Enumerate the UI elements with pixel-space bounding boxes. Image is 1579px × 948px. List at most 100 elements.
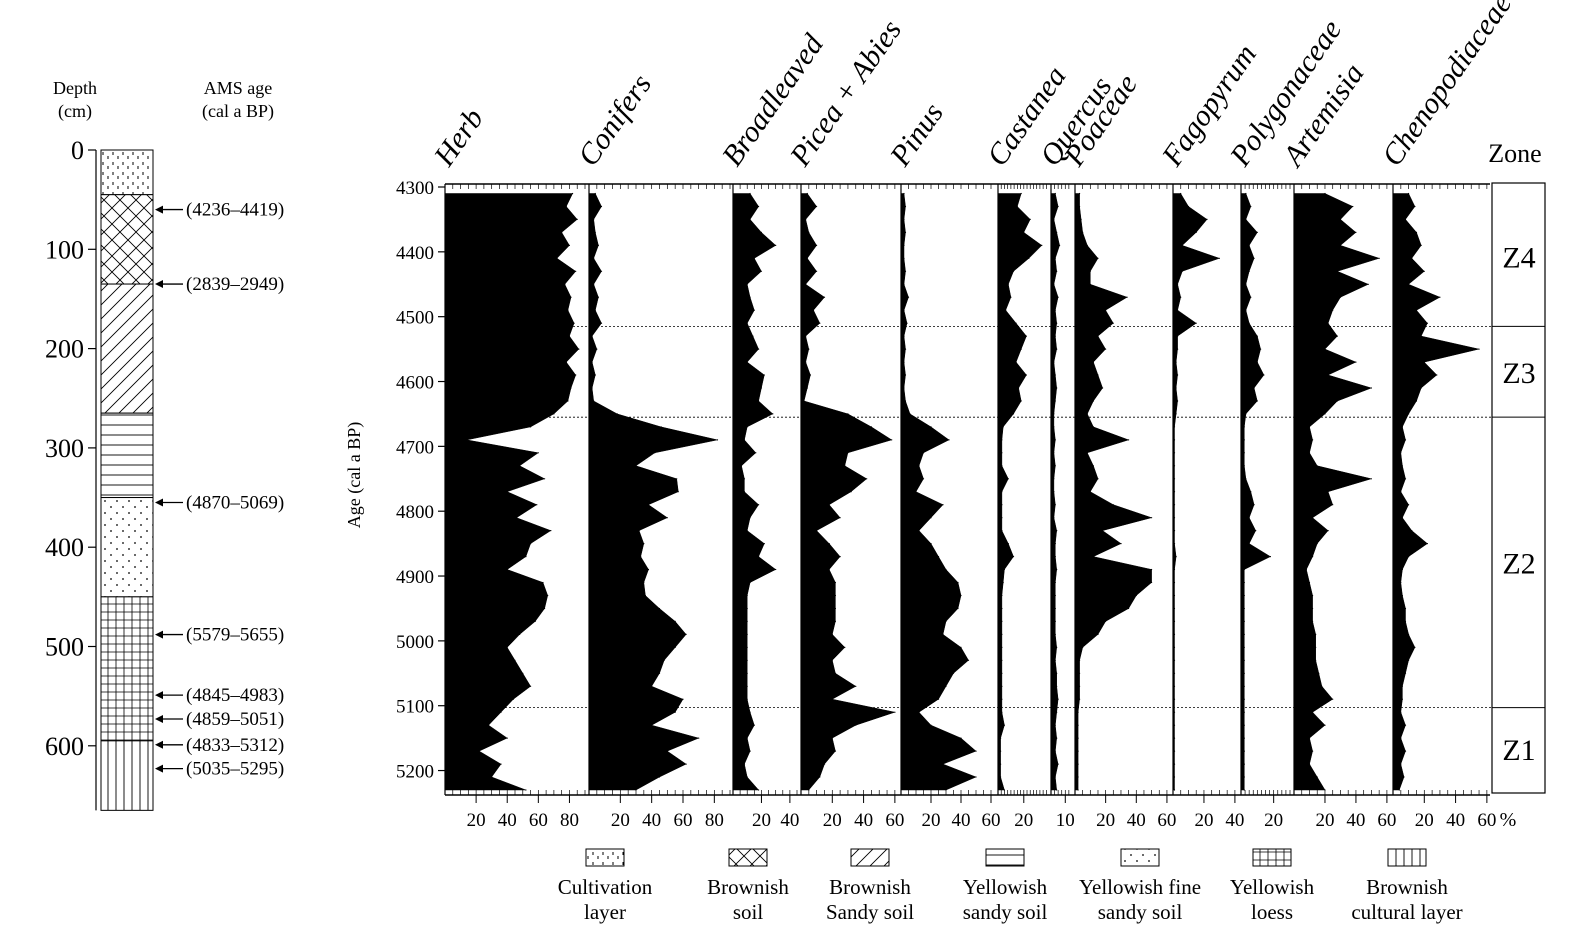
data-point: [1001, 633, 1003, 636]
data-point: [593, 218, 595, 220]
data-point: [809, 374, 812, 376]
data-point: [957, 581, 959, 584]
data-point: [530, 543, 532, 545]
data-point: [749, 192, 751, 195]
data-point: [1112, 504, 1114, 506]
data-point: [1400, 491, 1402, 493]
data-point: [1415, 400, 1418, 402]
data-point: [903, 361, 905, 363]
data-point: [466, 439, 468, 441]
data-point: [1001, 711, 1003, 713]
data-point: [1245, 413, 1247, 415]
ams-age-label: AMS age: [204, 78, 273, 98]
data-point: [903, 387, 905, 389]
data-point: [1053, 452, 1055, 454]
x-tick-label: 20: [823, 810, 842, 831]
data-point: [948, 439, 950, 441]
data-point: [1404, 607, 1407, 610]
data-point: [1177, 348, 1179, 350]
data-point: [749, 296, 751, 298]
data-point: [572, 192, 574, 195]
data-point: [828, 543, 830, 545]
data-point: [1414, 205, 1416, 208]
data-point: [903, 192, 905, 195]
data-point: [1426, 543, 1428, 545]
data-point: [1089, 491, 1091, 493]
data-point: [685, 763, 687, 765]
data-point: [1003, 724, 1006, 726]
data-point: [1308, 426, 1311, 428]
data-point: [1248, 270, 1250, 272]
data-point: [894, 711, 896, 713]
legend-label-line2: sandy soil: [963, 900, 1048, 924]
data-point: [1173, 724, 1176, 726]
data-point: [805, 218, 807, 220]
data-point: [1082, 231, 1084, 233]
panel-herb: 20 40 60 80 Herb: [427, 103, 586, 831]
data-point: [915, 491, 917, 493]
data-point: [844, 465, 846, 467]
data-point: [1053, 361, 1055, 363]
data-point: [525, 556, 527, 558]
data-point: [1400, 737, 1402, 739]
data-point: [1260, 348, 1262, 350]
data-point: [530, 685, 532, 687]
data-point: [1243, 776, 1245, 778]
zone-label: Z3: [1502, 357, 1535, 390]
data-point: [746, 426, 748, 428]
data-point: [1001, 491, 1003, 493]
data-point: [663, 659, 665, 661]
data-point: [658, 607, 661, 610]
x-tick-label: 20: [1194, 810, 1213, 831]
data-point: [1339, 296, 1342, 298]
data-point: [674, 646, 676, 649]
data-point: [967, 659, 970, 661]
data-point: [1056, 387, 1058, 389]
date-label: (4845–4983): [186, 685, 284, 706]
data-point: [1245, 478, 1247, 480]
data-point: [746, 322, 748, 324]
data-point: [1126, 296, 1128, 298]
data-point: [1206, 218, 1208, 220]
data-point: [516, 517, 518, 519]
age-tick-label: 5200: [396, 762, 434, 783]
data-point: [1339, 218, 1342, 220]
data-point: [1077, 763, 1079, 765]
depth-tick-label: 300: [45, 434, 84, 463]
data-point: [1250, 296, 1252, 298]
data-point: [847, 413, 849, 415]
data-point: [1173, 594, 1176, 597]
data-point: [561, 231, 563, 233]
data-point: [1415, 231, 1418, 233]
data-point: [1056, 789, 1058, 791]
x-tick-label: 60: [982, 810, 1001, 831]
data-point: [828, 504, 830, 506]
data-point: [600, 205, 603, 208]
data-point: [1315, 659, 1317, 661]
data-point: [1187, 205, 1190, 208]
data-point: [930, 517, 932, 519]
data-point: [1423, 361, 1425, 363]
data-point: [1173, 543, 1176, 545]
data-point: [1001, 452, 1003, 454]
data-point: [952, 672, 955, 674]
data-point: [1015, 361, 1017, 363]
data-point: [1053, 517, 1055, 519]
data-point: [1173, 711, 1176, 713]
data-point: [816, 530, 818, 532]
data-point: [565, 205, 567, 208]
data-point: [903, 309, 905, 311]
x-tick-label: 20: [1014, 810, 1033, 831]
ams-age-unit: (cal a BP): [202, 101, 274, 122]
series-area: [1074, 193, 1153, 791]
data-point: [1056, 711, 1058, 713]
data-point: [1057, 205, 1059, 208]
data-point: [904, 205, 907, 208]
data-point: [960, 594, 962, 597]
data-point: [1355, 231, 1357, 233]
data-point: [749, 750, 751, 752]
data-point: [685, 633, 687, 636]
data-point: [753, 257, 755, 259]
data-point: [638, 530, 640, 532]
data-point: [1408, 659, 1410, 661]
